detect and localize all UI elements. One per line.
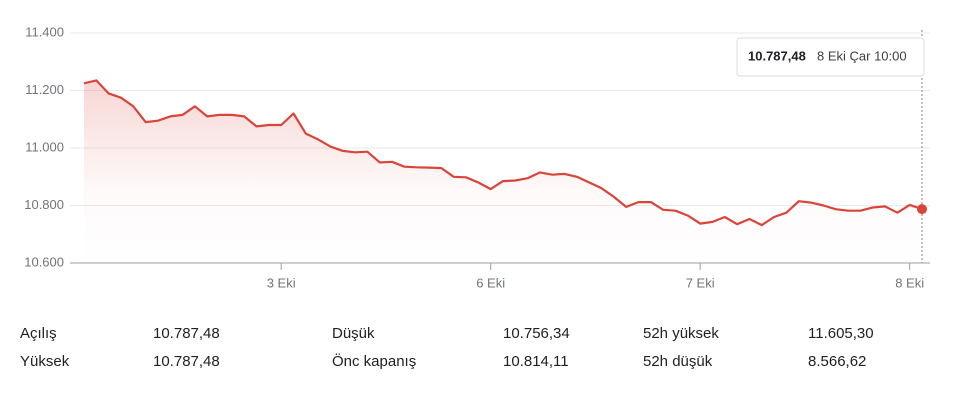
stat-label: Açılış — [20, 325, 57, 342]
y-tick-label: 11.400 — [25, 24, 64, 39]
stat-value: 10.787,48 — [153, 325, 220, 342]
y-tick-label: 10.600 — [24, 254, 64, 269]
stat-label: 52h yüksek — [643, 325, 719, 342]
stat-value: 10.787,48 — [153, 353, 220, 370]
x-tick-label: 7 Eki — [686, 275, 715, 290]
x-tick-label: 6 Eki — [476, 275, 505, 290]
stat-label: 52h düşük — [643, 353, 713, 370]
y-tick-label: 11.000 — [25, 139, 64, 154]
y-tick-label: 11.200 — [25, 82, 64, 97]
price-line — [83, 79, 923, 227]
tooltip: 10.787,48 8 Eki Çar 10:00 — [736, 37, 925, 77]
y-tick-label: 10.800 — [24, 197, 64, 212]
area — [84, 80, 922, 264]
tooltip-value: 10.787,48 — [748, 48, 806, 63]
tooltip-box — [736, 37, 925, 77]
stat-label: Düşük — [332, 325, 375, 342]
x-tick-label: 8 Eki — [895, 275, 924, 290]
last-point — [917, 204, 927, 215]
stat-value: 11.605,30 — [808, 325, 874, 342]
stat-label: Yüksek — [20, 353, 70, 370]
tooltip-time: 8 Eki Çar 10:00 — [817, 48, 907, 63]
x-tick-label: 3 Eki — [267, 275, 296, 290]
stat-value: 10.756,34 — [503, 325, 570, 342]
stat-value: 8.566,62 — [808, 353, 866, 370]
stat-label: Önc kapanış — [332, 352, 416, 370]
stat-value: 10.814,11 — [503, 353, 569, 370]
